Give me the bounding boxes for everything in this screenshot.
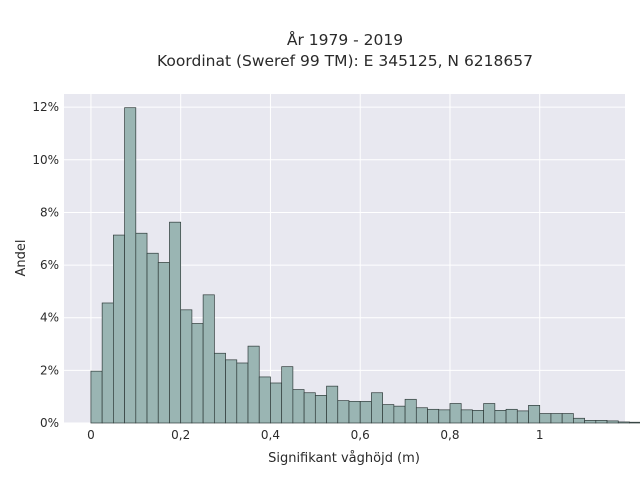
histogram-bar	[371, 392, 383, 424]
y-tick-label: 6%	[40, 258, 59, 272]
histogram-bar	[404, 398, 417, 424]
x-tick-label: 0,2	[171, 428, 190, 442]
y-tick-label: 2%	[40, 363, 59, 377]
histogram-bar	[584, 420, 597, 424]
x-tick-label: 0,4	[261, 428, 280, 442]
histogram-bar	[516, 410, 529, 424]
histogram-bar	[292, 389, 305, 424]
histogram-bar	[528, 405, 541, 424]
histogram-bar	[270, 382, 283, 424]
x-tick-label: 0,8	[440, 428, 459, 442]
histogram-bar	[550, 413, 563, 424]
histogram-bar	[202, 294, 215, 424]
histogram-bar	[472, 410, 484, 424]
histogram-bar	[561, 413, 574, 424]
histogram-bar	[124, 107, 137, 424]
histogram-bar	[483, 403, 496, 424]
histogram-bar	[617, 421, 630, 424]
histogram-bar	[393, 405, 406, 424]
histogram-bar	[326, 385, 339, 424]
histogram-bar	[337, 400, 350, 424]
histogram-bar	[169, 221, 182, 424]
histogram-bar	[236, 362, 249, 424]
histogram-bar	[247, 345, 260, 424]
histogram-bar	[348, 401, 361, 424]
y-axis-ticks: 0% 2% 4% 6% 8% 10% 12%	[32, 100, 59, 430]
histogram-bar	[573, 417, 585, 424]
histogram-bar	[191, 323, 204, 424]
histogram-bar	[225, 359, 238, 424]
x-tick-label: 0	[87, 428, 95, 442]
histogram-bar	[113, 234, 125, 424]
histogram-bar	[146, 252, 159, 424]
histogram-bar	[460, 409, 473, 424]
x-tick-label: 0,6	[351, 428, 370, 442]
histogram-bar	[382, 404, 395, 424]
histogram-bar	[629, 421, 640, 424]
histogram-bar	[213, 352, 226, 424]
y-axis-label: Andel	[14, 240, 29, 277]
histogram-bar	[135, 232, 148, 424]
histogram-bar	[415, 407, 428, 424]
y-tick-label: 12%	[32, 100, 59, 114]
x-axis-ticks: 0 0,2 0,4 0,6 0,8 1	[87, 428, 543, 442]
histogram-bar	[494, 410, 507, 424]
histogram-bars	[90, 107, 640, 424]
histogram-bar	[505, 408, 518, 424]
histogram-bar	[449, 403, 462, 424]
histogram-bar	[595, 420, 608, 424]
y-tick-label: 10%	[32, 153, 59, 167]
histogram-bar	[281, 366, 294, 424]
histogram-bar	[606, 420, 619, 424]
histogram-bar	[101, 302, 114, 424]
x-tick-label: 1	[536, 428, 544, 442]
histogram-bar	[314, 395, 327, 424]
histogram-bar	[90, 370, 103, 424]
histogram-bar	[359, 401, 372, 424]
y-tick-label: 8%	[40, 205, 59, 219]
y-tick-label: 0%	[40, 416, 59, 430]
chart-title-line-1: År 1979 - 2019	[287, 30, 403, 49]
histogram-bar	[303, 392, 316, 424]
histogram-bar	[427, 408, 440, 424]
chart-title-line-2: Koordinat (Sweref 99 TM): E 345125, N 62…	[157, 52, 533, 70]
x-axis-label: Signifikant våghöjd (m)	[268, 451, 420, 466]
histogram-bar	[258, 376, 271, 424]
histogram-bar	[157, 262, 170, 424]
histogram-bar	[539, 413, 552, 424]
y-tick-label: 4%	[40, 311, 59, 325]
histogram-bar	[438, 409, 451, 424]
histogram-bar	[180, 309, 193, 424]
